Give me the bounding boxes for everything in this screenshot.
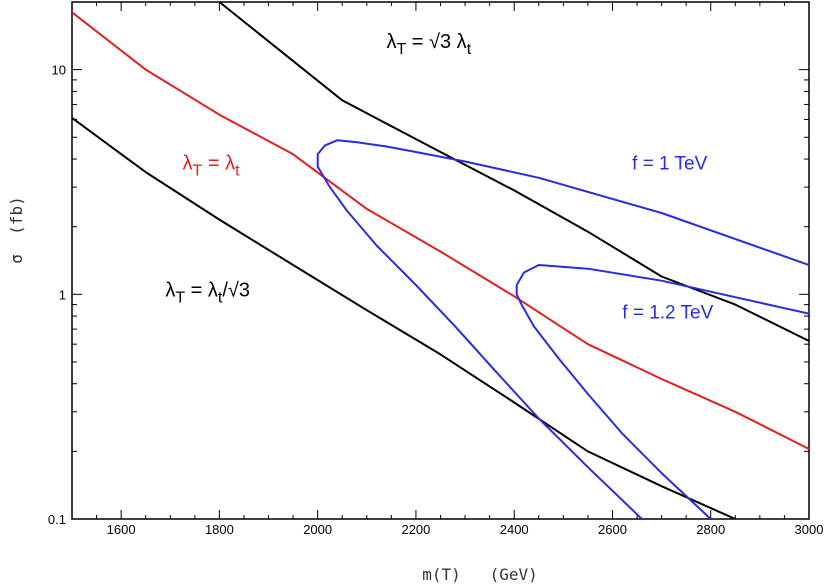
x-tick-label: 2000 [303, 522, 332, 537]
annotation-label: λT = λt/√3 [165, 279, 250, 306]
y-axis-label: σ (fb) [7, 196, 26, 263]
x-tick-label: 2400 [500, 522, 529, 537]
y-tick-label: 0.1 [48, 512, 66, 527]
x-tick-label: 3000 [795, 522, 824, 537]
y-tick-label: 10 [52, 63, 66, 78]
x-tick-label: 1800 [205, 522, 234, 537]
axis-ticks [71, 1, 810, 520]
annotation-label: λT = √3 λt [386, 31, 471, 58]
series-line-lambda_over_sqrt3 [72, 117, 736, 519]
annotation-label: λT = λt [183, 152, 241, 179]
y-tick-label: 1 [59, 287, 66, 302]
plot-frame [71, 1, 810, 520]
annotation-label: f = 1 TeV [632, 153, 708, 174]
annotation-label: f = 1.2 TeV [622, 303, 713, 324]
axis-tick-labels: 1600 1800 2000 2200 2400 2600 2800 3000 0.1 1 10 [48, 63, 824, 537]
x-tick-label: 2600 [598, 522, 627, 537]
series-line-lambda_equal [72, 11, 809, 450]
x-tick-label: 1600 [107, 522, 136, 537]
x-axis-label: m(T) (GeV) [422, 565, 538, 584]
series-layer [72, 2, 809, 519]
x-tick-label: 2800 [696, 522, 725, 537]
series-line-lambda_sqrt3 [218, 2, 809, 342]
series-line-f1 [316, 139, 809, 519]
annotations: λT = √3 λt λT = λt λT = λt/√3 f = 1 TeV f = … [165, 31, 713, 324]
x-tick-label: 2200 [401, 522, 430, 537]
series-line-f12 [515, 264, 809, 519]
